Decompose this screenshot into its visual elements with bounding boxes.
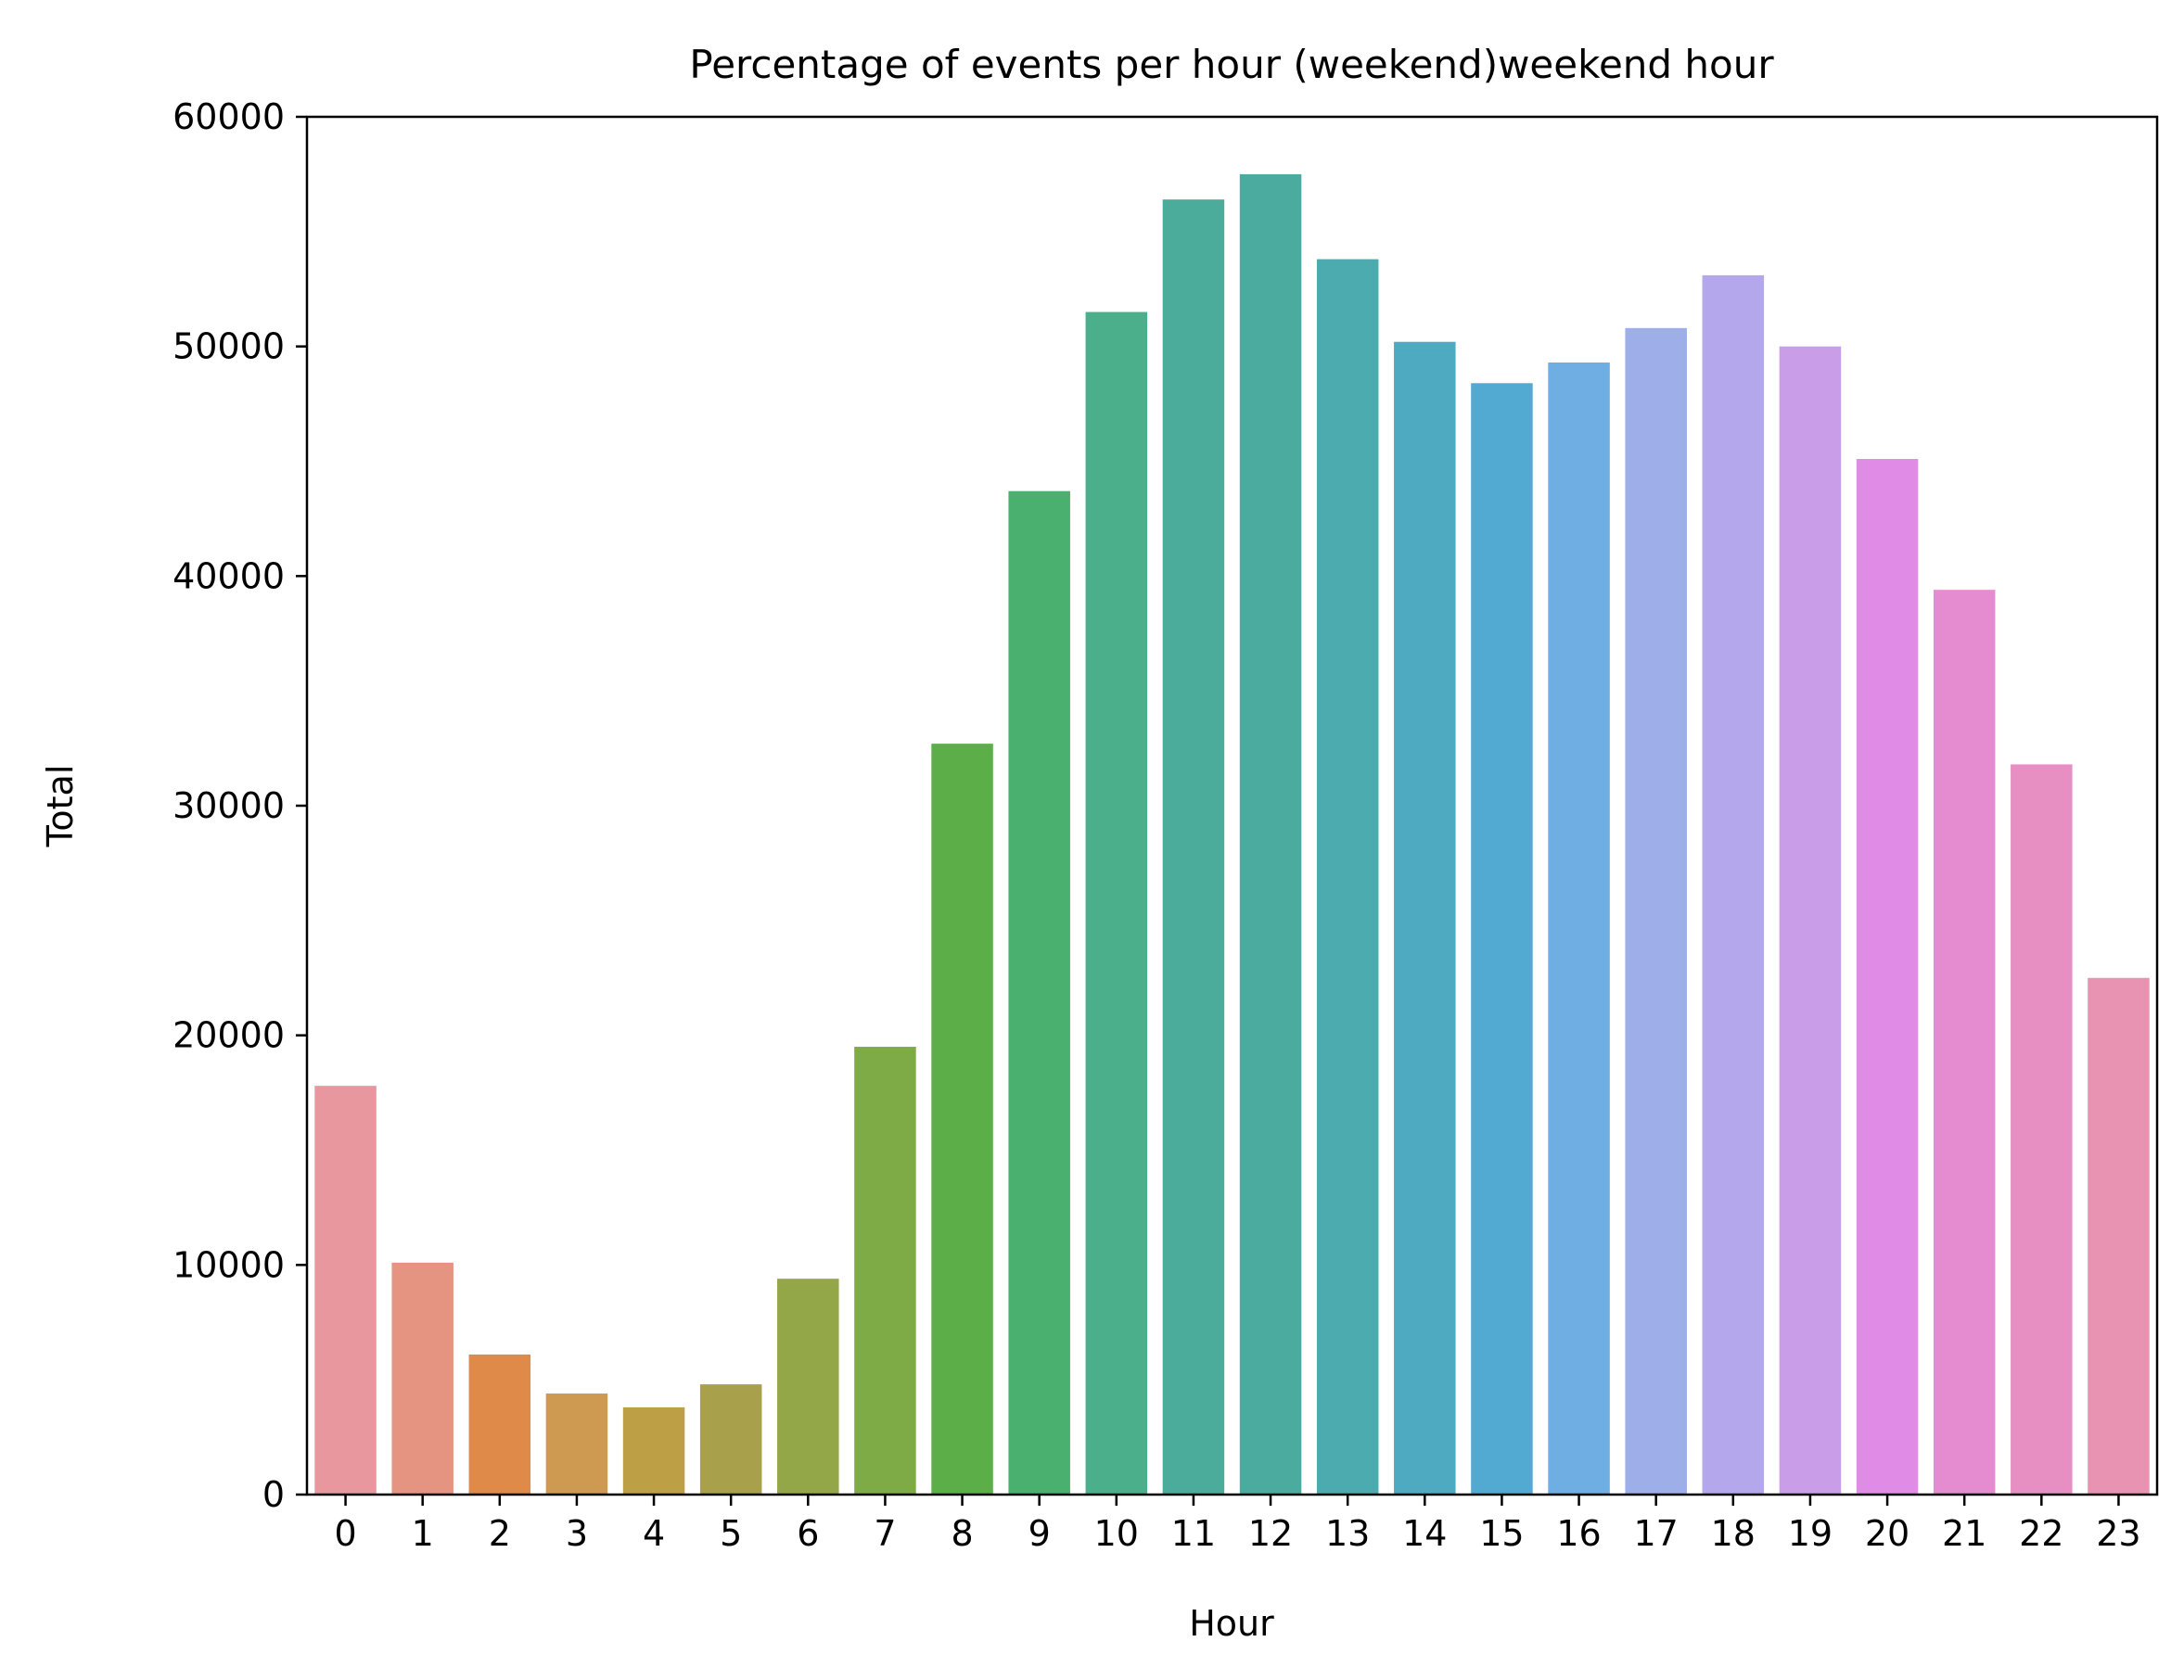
x-tick-label: 0 xyxy=(334,1513,356,1554)
x-tick-label: 10 xyxy=(1094,1513,1139,1554)
x-tick-label: 9 xyxy=(1028,1513,1051,1554)
y-tick-label: 10000 xyxy=(172,1244,285,1285)
x-tick-label: 8 xyxy=(951,1513,973,1554)
bar-hour-7 xyxy=(854,1047,916,1495)
bar-hour-3 xyxy=(545,1394,608,1495)
bar-hour-15 xyxy=(1471,383,1533,1495)
bar-hour-22 xyxy=(2011,764,2073,1495)
bar-hour-1 xyxy=(391,1262,453,1495)
y-tick-label: 40000 xyxy=(172,555,285,596)
y-tick-label: 0 xyxy=(262,1474,285,1515)
bar-hour-10 xyxy=(1085,312,1148,1495)
x-tick-label: 18 xyxy=(1711,1513,1756,1554)
x-tick-label: 13 xyxy=(1325,1513,1370,1554)
x-tick-label: 7 xyxy=(874,1513,896,1554)
x-tick-label: 21 xyxy=(1942,1513,1986,1554)
x-tick-label: 11 xyxy=(1171,1513,1216,1554)
y-tick-label: 60000 xyxy=(172,96,285,137)
x-tick-label: 12 xyxy=(1248,1513,1293,1554)
bar-hour-6 xyxy=(777,1279,839,1495)
x-tick-label: 14 xyxy=(1402,1513,1447,1554)
x-tick-label: 3 xyxy=(566,1513,588,1554)
bar-hour-5 xyxy=(699,1384,762,1495)
y-axis: 0 10000 20000 30000 40000 50000 60000 xyxy=(172,96,307,1515)
x-tick-label: 4 xyxy=(643,1513,665,1554)
bar-hour-17 xyxy=(1625,327,1687,1495)
bar-hour-16 xyxy=(1548,363,1610,1495)
bar-hour-19 xyxy=(1779,346,1842,1495)
bar-hour-14 xyxy=(1394,341,1456,1495)
bar-hour-8 xyxy=(931,744,993,1495)
bar-group xyxy=(314,173,2150,1495)
bar-hour-4 xyxy=(622,1406,685,1495)
bar-hour-11 xyxy=(1162,199,1225,1495)
bar-hour-18 xyxy=(1702,274,1765,1495)
x-tick-label: 6 xyxy=(797,1513,819,1554)
x-axis: 0 1 2 3 4 5 6 7 8 9 10 11 12 13 14 15 16 17 18 19 20 21 22 23 xyxy=(334,1495,2141,1554)
y-tick-label: 50000 xyxy=(172,326,285,367)
bar-hour-2 xyxy=(468,1354,531,1495)
x-axis-label: Hour xyxy=(1189,1603,1274,1644)
x-tick-label: 23 xyxy=(2096,1513,2140,1554)
bar-hour-21 xyxy=(1933,590,1996,1495)
x-tick-label: 20 xyxy=(1865,1513,1909,1554)
bar-hour-13 xyxy=(1316,259,1379,1495)
x-tick-label: 17 xyxy=(1634,1513,1679,1554)
bar-hour-23 xyxy=(2088,977,2150,1495)
x-tick-label: 5 xyxy=(720,1513,742,1554)
x-tick-label: 19 xyxy=(1788,1513,1833,1554)
x-tick-label: 1 xyxy=(412,1513,434,1554)
x-tick-label: 15 xyxy=(1479,1513,1524,1554)
bar-hour-20 xyxy=(1856,459,1919,1495)
chart-title: Percentage of events per hour (weekend)w… xyxy=(689,42,1774,87)
bar-hour-0 xyxy=(314,1086,377,1495)
plot-frame xyxy=(305,115,2159,1496)
y-axis-label: Total xyxy=(40,765,81,848)
y-tick-label: 30000 xyxy=(172,785,285,826)
x-tick-label: 16 xyxy=(1556,1513,1601,1554)
y-tick-label: 20000 xyxy=(172,1015,285,1056)
bar-hour-9 xyxy=(1008,490,1070,1495)
x-tick-label: 22 xyxy=(2019,1513,2063,1554)
bar-hour-12 xyxy=(1239,173,1302,1495)
x-tick-label: 2 xyxy=(489,1513,511,1554)
